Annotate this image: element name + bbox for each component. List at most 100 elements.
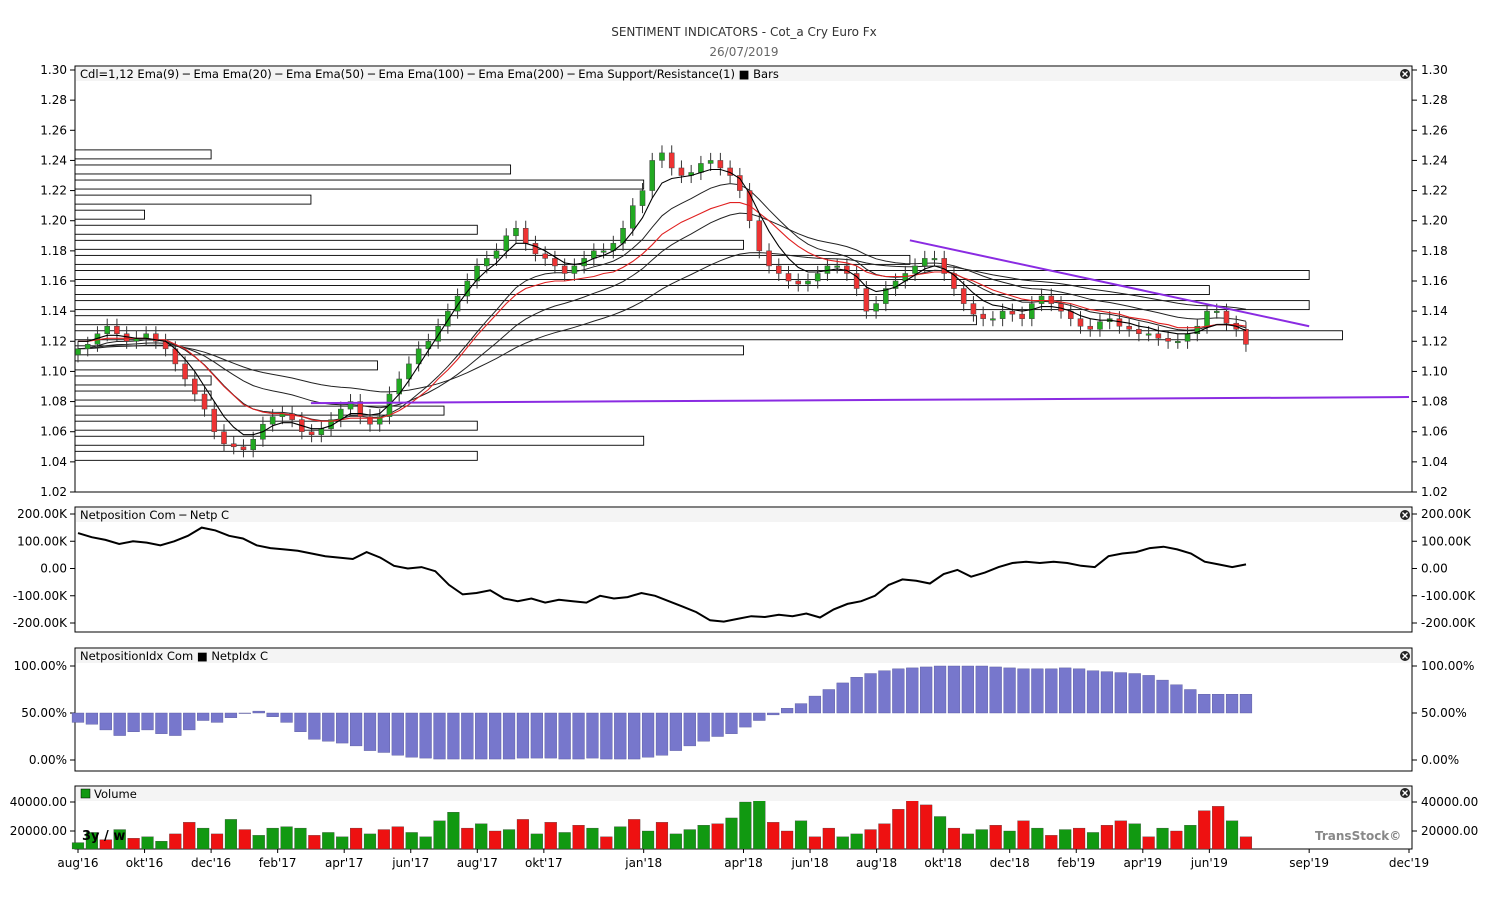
volume-bar [1225,820,1239,850]
netidx-bar [933,665,947,714]
candle [1009,310,1016,315]
volume-bar [294,827,307,850]
resistance-bar [74,285,1210,295]
ema20-line [78,202,1247,422]
volume-bar [794,820,808,850]
candle [805,280,811,285]
netidx-bar [614,712,627,760]
netidx-bar [1239,694,1253,714]
netidx-bar [850,677,863,714]
y-tick-label-right: 1.22 [1421,184,1448,198]
candle [211,408,218,432]
y-tick-label-left: 1.06 [40,425,67,439]
y-tick-label-left: 100.00% [14,659,67,673]
y-tick-label-right: -200.00K [1421,616,1476,630]
volume-bar [183,822,196,850]
netidx-bar [391,712,404,756]
netidx-bar [169,712,182,736]
netidx-bar [641,712,655,758]
netidx-bar [1045,668,1058,714]
candle [445,310,451,327]
volume-bar [572,825,585,850]
resistance-bar [74,239,744,250]
candle [367,416,373,425]
volume-bar [502,829,516,850]
close-icon[interactable] [1400,788,1410,798]
netposition-legend: Netposition Com ─ Netp C [80,508,229,522]
netidx-bar [961,665,974,714]
netidx-bar [294,712,307,732]
volume-bar [127,838,140,850]
volume-bar [850,833,863,850]
volume-bar [975,829,988,850]
y-tick-label-right: 1.18 [1421,244,1448,258]
volume-bar [753,798,766,850]
resistance-bar [74,330,1343,341]
candle [250,439,256,451]
y-tick-label-right: 0.00 [1421,562,1448,576]
candle [484,258,490,267]
volume-bar [461,827,474,850]
netidx-panel-frame [74,647,1413,772]
netidx-bar [1003,667,1016,714]
candle [1087,325,1094,330]
y-tick-label-left: 1.22 [40,184,67,198]
candle [522,228,529,244]
volume-bar [878,823,891,850]
y-tick-label-left: 1.26 [40,123,67,137]
candle [425,341,432,350]
netidx-bar [725,712,738,734]
x-tick-label: okt'18 [924,856,962,870]
netposition-panel: 200.00K 200.00K 100.00K 100.00K 0.00 0.00 -100… [13,507,1477,630]
volume-bar [642,830,655,850]
candle [406,363,412,380]
volume-bar [252,835,265,850]
price-panel-frame [74,65,1413,493]
candle [114,325,120,335]
y-tick-label-left: 0.00% [29,753,67,767]
volume-bar [1031,827,1044,850]
candle [659,152,665,161]
candle [1243,328,1249,345]
y-tick-label-right: 1.26 [1421,123,1448,137]
netidx-bar [655,712,669,756]
candle [629,205,636,229]
candle [814,273,821,282]
candle [1038,295,1045,304]
ema9-line [78,168,1247,436]
volume-bar [85,832,98,850]
volume-bar [767,822,780,850]
resistance-bar [74,300,1310,311]
y-tick-label-right: 100.00% [1421,659,1474,673]
netidx-bar [489,712,502,760]
candle [756,220,763,252]
netidx-bar [1128,673,1141,714]
resistance-bar [74,405,445,416]
y-tick-label-left: 1.18 [40,244,67,258]
close-icon[interactable] [1400,510,1410,520]
volume-bar [711,823,724,850]
netidx-bar [975,665,988,714]
candle [532,243,539,255]
y-tick-label-left: 200.00K [17,507,68,521]
close-icon[interactable] [1400,69,1410,79]
volume-bar [266,827,279,850]
netidx-bar [1212,694,1225,714]
y-tick-label-left: 1.14 [40,304,67,318]
close-icon[interactable] [1400,651,1410,661]
volume-bar [197,827,210,850]
netidx-bar [155,712,168,734]
netidx-legend-bg [76,649,1411,663]
netidx-bar [572,712,585,760]
netidx-bar [1072,668,1086,714]
price-legend: Cdl=1,12 Ema(9) ─ Ema Ema(20) ─ Ema Ema(… [80,67,779,81]
candle [143,333,149,339]
netidx-bar [502,712,516,760]
netidx-bar [892,668,905,714]
netidx-bar [461,712,474,760]
netidx-bar [1225,694,1239,714]
y-tick-label-left: 100.00K [17,534,68,548]
volume-bar [989,825,1002,850]
candle [493,250,500,259]
